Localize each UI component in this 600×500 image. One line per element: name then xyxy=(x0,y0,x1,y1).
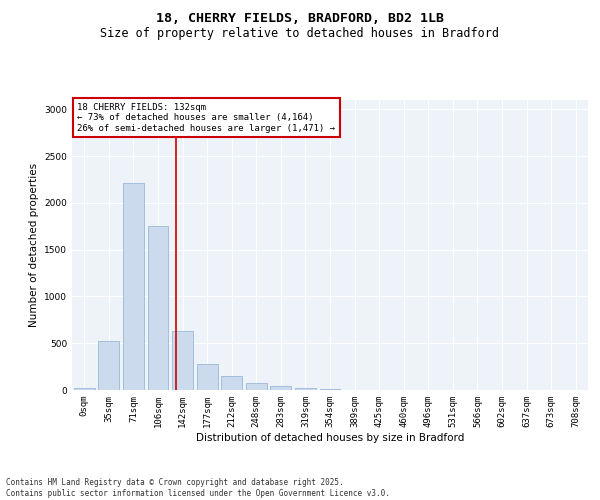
Bar xyxy=(123,184,144,390)
Text: 18 CHERRY FIELDS: 132sqm
← 73% of detached houses are smaller (4,164)
26% of sem: 18 CHERRY FIELDS: 132sqm ← 73% of detach… xyxy=(77,103,335,132)
Bar xyxy=(295,388,316,390)
Bar xyxy=(98,342,119,390)
Bar xyxy=(74,388,95,390)
Bar xyxy=(172,330,193,390)
Text: 18, CHERRY FIELDS, BRADFORD, BD2 1LB: 18, CHERRY FIELDS, BRADFORD, BD2 1LB xyxy=(156,12,444,26)
Text: Size of property relative to detached houses in Bradford: Size of property relative to detached ho… xyxy=(101,28,499,40)
Bar xyxy=(197,364,218,390)
Bar xyxy=(271,386,292,390)
X-axis label: Distribution of detached houses by size in Bradford: Distribution of detached houses by size … xyxy=(196,432,464,442)
Bar xyxy=(148,226,169,390)
Y-axis label: Number of detached properties: Number of detached properties xyxy=(29,163,38,327)
Bar xyxy=(221,376,242,390)
Bar xyxy=(320,388,340,390)
Text: Contains HM Land Registry data © Crown copyright and database right 2025.
Contai: Contains HM Land Registry data © Crown c… xyxy=(6,478,390,498)
Bar xyxy=(246,382,267,390)
